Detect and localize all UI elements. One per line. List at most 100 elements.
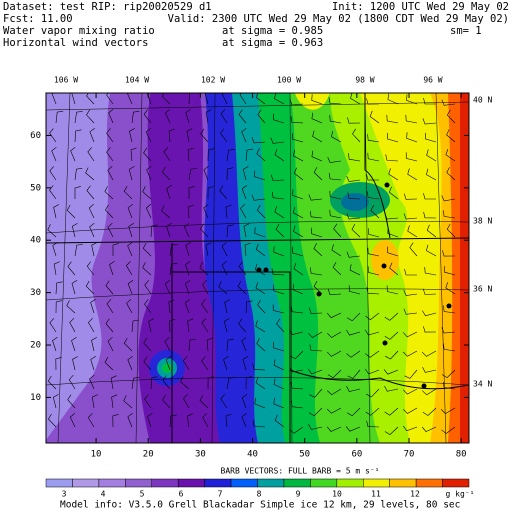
wind-barb: [309, 307, 323, 314]
wind-barb: [240, 203, 247, 219]
wind-barb: [183, 393, 190, 409]
barb-legend: BARB VECTORS: FULL BARB = 5 m s⁻¹: [221, 467, 380, 476]
wind-barb: [55, 300, 63, 314]
wind-barb: [346, 350, 361, 358]
wind-barb: [274, 148, 285, 162]
wind-barb: [402, 388, 418, 395]
wind-barb: [150, 376, 158, 390]
wind-barb: [188, 338, 196, 352]
wind-barb: [238, 109, 247, 124]
wind-barb: [421, 426, 437, 432]
wind-barb: [309, 388, 323, 398]
wind-barb: [70, 146, 76, 162]
wind-barb: [143, 109, 152, 124]
wind-barb: [88, 317, 95, 333]
wind-barb: [86, 185, 95, 200]
wind-barb: [367, 134, 380, 143]
wind-barb: [387, 246, 399, 257]
wind-barb: [105, 318, 114, 333]
wind-barb: [402, 350, 418, 357]
wind-barb: [74, 244, 83, 257]
wind-barb: [386, 114, 399, 124]
wind-barb: [146, 165, 152, 181]
wind-barb: [166, 185, 172, 200]
x-tick-label: 30: [195, 450, 206, 460]
parallel: [46, 101, 469, 386]
colorbar-label: 11: [371, 490, 381, 499]
map-frame: [45, 92, 470, 444]
wind-barb: [386, 285, 399, 295]
wind-barb: [125, 261, 133, 276]
colorbar-swatch: [230, 478, 258, 488]
wind-barb: [256, 148, 266, 162]
wind-barb: [237, 280, 247, 295]
wind-barb: [423, 98, 437, 105]
wind-barb: [406, 132, 418, 143]
wind-barb: [310, 267, 323, 276]
header-text: Horizontal wind vectors: [3, 37, 148, 49]
wind-barb: [445, 282, 456, 295]
wind-barb: [292, 206, 304, 219]
wind-barb: [426, 149, 437, 162]
wind-barb: [104, 186, 114, 200]
city: [382, 340, 388, 346]
wind-barb: [333, 223, 342, 238]
wind-barb: [425, 132, 437, 143]
wind-barb: [292, 283, 304, 295]
wind-barb: [366, 174, 380, 181]
wind-barb: [224, 299, 231, 314]
wind-barb: [180, 376, 190, 390]
wind-barb: [131, 319, 139, 333]
meridian: [57, 93, 447, 443]
wind-barb: [348, 285, 361, 295]
wind-barb: [66, 204, 76, 219]
wind-barb: [226, 149, 235, 162]
lat-label: 38 N: [473, 217, 492, 226]
wind-barb: [276, 318, 285, 333]
wind-barb: [223, 318, 230, 333]
wind-barb: [206, 337, 213, 352]
colorbar-swatch: [336, 478, 364, 488]
wind-barb: [129, 128, 135, 143]
colorbar-swatch: [257, 478, 285, 488]
wind-barb: [105, 280, 114, 295]
field: [204, 93, 265, 443]
wind-barb: [327, 156, 342, 163]
wind-barb: [328, 172, 342, 181]
wind-barb: [352, 128, 361, 143]
wind-barb: [226, 224, 234, 238]
wind-barb: [442, 250, 456, 257]
wind-barb: [311, 112, 323, 124]
wind-barb: [203, 165, 209, 181]
wind-barb: [69, 317, 76, 333]
wind-barb: [384, 213, 399, 220]
city: [256, 267, 262, 273]
wind-barb: [308, 194, 323, 201]
wind-barb: [144, 299, 152, 314]
wind-barb: [388, 168, 399, 181]
wind-barb: [142, 186, 152, 200]
wind-barb: [345, 426, 361, 432]
wind-barb: [131, 377, 140, 390]
wind-barb: [199, 394, 209, 409]
wind-barb: [292, 133, 304, 143]
wind-barb: [143, 337, 152, 352]
wind-barb: [403, 289, 418, 296]
header-text: Water vapor mixing ratio: [3, 25, 155, 37]
wind-barb: [368, 228, 380, 238]
header-text: Fcst: 11.00: [3, 13, 73, 25]
wind-barb: [221, 260, 228, 276]
wind-barb: [91, 242, 98, 257]
y-tick-label: 60: [30, 131, 41, 141]
wind-barb: [327, 388, 342, 396]
wind-barb: [85, 280, 95, 295]
x-tick-label: 20: [143, 450, 154, 460]
wind-barb: [111, 394, 118, 409]
wind-barb: [346, 175, 361, 182]
wind-barb: [243, 223, 250, 238]
wind-barb: [422, 310, 437, 317]
wind-barb: [257, 109, 266, 124]
wind-barb: [110, 375, 117, 390]
wind-barb: [71, 223, 78, 238]
